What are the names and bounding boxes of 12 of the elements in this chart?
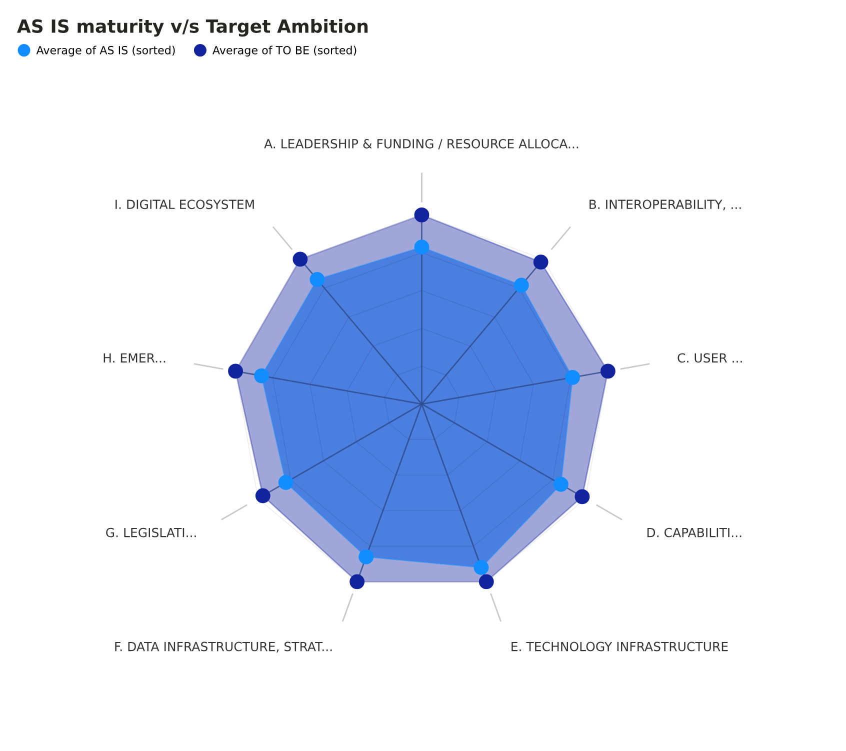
spoke-label: D. CAPABILITI... [647, 528, 742, 538]
spoke-label: I. DIGITAL ECOSYSTEM [116, 200, 254, 210]
legend-label: Average of AS IS (sorted) [36, 46, 175, 57]
spoke-label: G. LEGISLATI... [106, 528, 196, 538]
spoke-label: A. LEADERSHIP & FUNDING / RESOURCE ALLOCA... [264, 138, 578, 150]
spoke-label: C. USER ... [678, 353, 742, 363]
spoke-label: E. TECHNOLOGY INFRASTRUCTURE [512, 642, 728, 652]
spoke-label: H. EMER... [104, 353, 166, 362]
legend-label: Average of TO BE (sorted) [212, 46, 356, 57]
spoke-label: B. INTEROPERABILITY, ... [590, 200, 741, 210]
spoke-label: F. DATA INFRASTRUCTURE, STRAT... [115, 642, 332, 653]
chart-title: AS IS maturity v/s Target Ambition [17, 18, 368, 37]
